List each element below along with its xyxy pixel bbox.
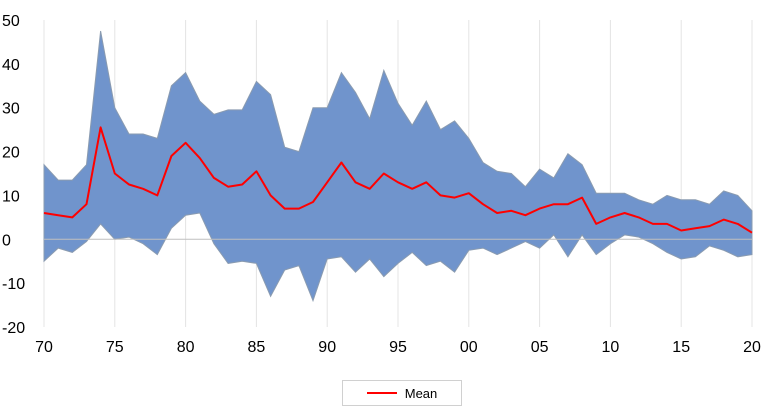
y-tick--10: -10 [2,276,25,293]
y-tick-0: 0 [2,232,11,249]
range-band [43,30,753,303]
chart: -20 -10 0 10 20 30 40 50 70 75 80 85 90 95 00 05 10 15 20 [2,13,761,356]
y-tick-30: 30 [2,101,20,118]
mean-series [43,126,753,234]
x-tick-85: 85 [248,339,266,356]
x-tick-75: 75 [106,339,124,356]
x-tick-70: 70 [35,339,53,356]
x-tick-15: 15 [672,339,690,356]
mean-line [43,126,753,234]
x-tick-00: 00 [460,339,478,356]
y-tick--20: -20 [2,320,25,337]
x-tick-80: 80 [177,339,195,356]
x-tick-05: 05 [531,339,549,356]
x-tick-90: 90 [318,339,336,356]
x-tick-10: 10 [602,339,620,356]
legend-swatch-mean [366,392,397,394]
legend-label-mean: Mean [404,385,438,401]
x-tick-20: 20 [743,339,761,356]
x-tick-95: 95 [389,339,407,356]
y-axis-ticks: -20 -10 0 10 20 30 40 50 [2,13,25,337]
y-tick-40: 40 [2,57,20,74]
y-tick-20: 20 [2,145,20,162]
legend: Mean [342,380,462,406]
x-axis-ticks: 70 75 80 85 90 95 00 05 10 15 20 [35,339,761,356]
range-band-area [43,30,753,303]
y-tick-50: 50 [2,13,20,30]
y-tick-10: 10 [2,188,20,205]
